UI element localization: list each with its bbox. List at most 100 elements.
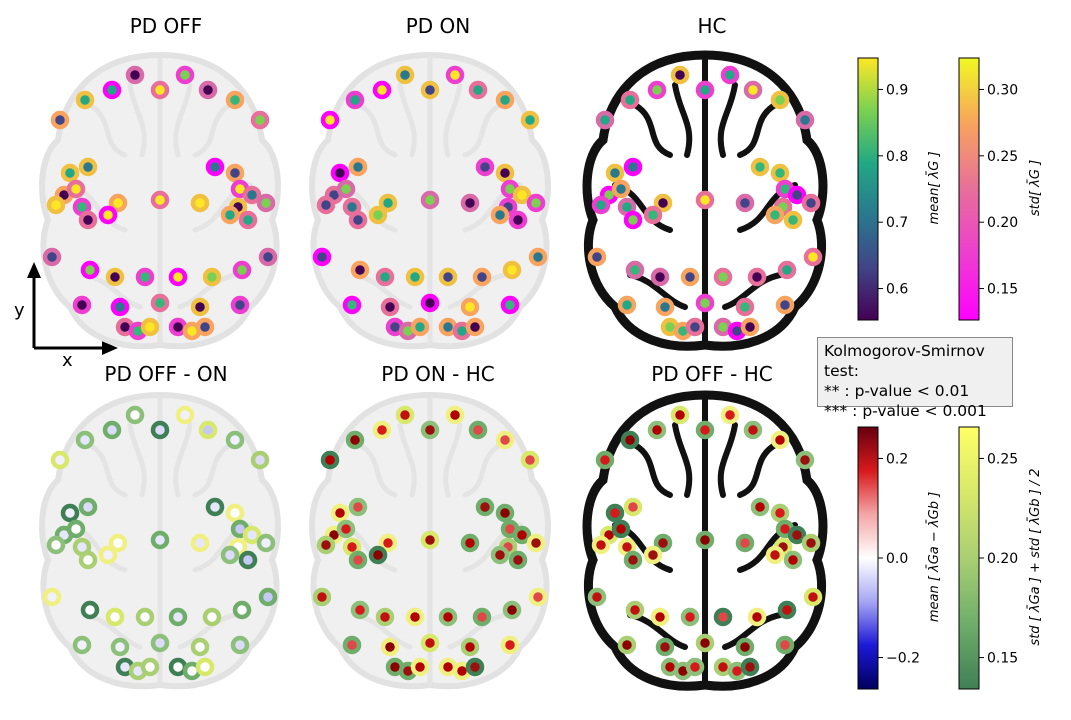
electrode-marker xyxy=(680,607,700,627)
electrode-marker xyxy=(520,450,540,470)
electrode-marker xyxy=(670,405,690,425)
electrode-marker xyxy=(520,110,540,130)
electrode-marker xyxy=(770,90,790,110)
electrode-marker xyxy=(420,80,440,100)
electrode-marker xyxy=(438,267,458,287)
topoplot-hc xyxy=(582,50,828,351)
electrode-marker xyxy=(695,293,715,313)
colorbar-std-top: 0.30 0.25 0.20 0.15 xyxy=(958,57,1018,321)
electrode-marker xyxy=(495,163,515,183)
electrode-marker xyxy=(740,657,760,677)
electrode-marker xyxy=(653,533,673,553)
electrode-marker xyxy=(110,637,130,657)
electrode-marker xyxy=(655,637,675,657)
colorbar-tick-label: 0.20 xyxy=(987,551,1018,567)
electrode-marker xyxy=(190,533,210,553)
electrode-marker xyxy=(375,267,395,287)
electrode-marker xyxy=(250,110,270,130)
electrode-marker xyxy=(713,607,733,627)
electrode-marker xyxy=(320,110,340,130)
electrode-marker xyxy=(795,450,815,470)
topoplot-pd-off-on xyxy=(39,391,281,690)
electrode-marker xyxy=(372,80,392,100)
electrode-marker xyxy=(312,247,332,267)
electrode-marker xyxy=(110,297,130,317)
electrode-marker xyxy=(230,295,250,315)
colorbar-label: mean [ λ̄Ga − λ̄Gb ] xyxy=(927,491,942,623)
electrode-marker xyxy=(647,420,667,440)
electrode-marker xyxy=(735,297,755,317)
electrode-marker xyxy=(256,193,276,213)
panel-title: PD OFF xyxy=(129,14,203,38)
electrode-marker xyxy=(175,405,195,425)
electrode-marker xyxy=(438,607,458,627)
electrode-marker xyxy=(316,195,336,215)
electrode-marker xyxy=(375,607,395,627)
electrode-marker xyxy=(330,163,350,183)
electrode-marker xyxy=(695,633,715,653)
electrode-marker xyxy=(775,295,795,315)
electrode-marker xyxy=(348,497,368,517)
electrode-marker xyxy=(250,450,270,470)
electrode-marker xyxy=(750,497,770,517)
electrode-marker xyxy=(587,587,607,607)
electrode-marker xyxy=(801,533,821,553)
electrode-marker xyxy=(803,247,823,267)
electrode-marker xyxy=(60,163,80,183)
electrode-marker xyxy=(595,450,615,470)
electrode-marker xyxy=(342,295,362,315)
electrode-marker xyxy=(795,110,815,130)
electrode-marker xyxy=(490,205,510,225)
electrode-marker xyxy=(50,110,70,130)
colorbar-tick-label: −0.2 xyxy=(886,651,920,667)
electrode-marker xyxy=(611,519,631,539)
electrode-marker xyxy=(102,420,122,440)
electrode-marker xyxy=(46,535,66,555)
colorbar-tick-label: 0.15 xyxy=(987,282,1018,298)
electrode-marker xyxy=(230,635,250,655)
electrode-marker xyxy=(320,450,340,470)
electrode-marker xyxy=(735,193,755,213)
electrode-marker xyxy=(150,293,170,313)
electrode-marker xyxy=(232,260,252,280)
electrode-marker xyxy=(372,420,392,440)
legend-line-2: *** : p-value < 0.001 xyxy=(824,402,987,420)
electrode-marker xyxy=(765,545,785,565)
electrode-marker xyxy=(495,90,515,110)
legend-line-1: ** : p-value < 0.01 xyxy=(824,382,970,400)
electrode-marker xyxy=(475,157,495,177)
electrode-marker xyxy=(105,607,125,627)
colorbar-tick-label: 0.30 xyxy=(987,82,1018,98)
electrode-marker xyxy=(75,430,95,450)
electrode-marker xyxy=(140,657,160,677)
electrode-marker xyxy=(330,503,350,523)
electrode-marker xyxy=(135,607,155,627)
electrode-marker xyxy=(685,317,705,337)
electrode-marker xyxy=(787,185,807,205)
electrode-marker xyxy=(743,420,763,440)
electrode-marker xyxy=(620,430,640,450)
electrode-marker xyxy=(205,157,225,177)
electrode-marker xyxy=(472,607,492,627)
electrode-marker xyxy=(410,317,430,337)
electrode-marker xyxy=(625,260,645,280)
colorbar-mean-bot: 0.2 0.0 −0.2 xyxy=(857,426,920,690)
electrode-marker xyxy=(643,545,663,565)
electrode-marker xyxy=(680,267,700,287)
electrode-marker xyxy=(108,193,128,213)
topoplot-pd-on-hc xyxy=(309,391,551,690)
electrode-marker xyxy=(80,260,100,280)
panel-title: PD OFF - HC xyxy=(651,362,773,386)
electrode-marker xyxy=(740,317,760,337)
electrode-marker xyxy=(380,637,400,657)
electrode-marker xyxy=(336,179,356,199)
electrode-marker xyxy=(775,635,795,655)
electrode-marker xyxy=(617,295,637,315)
electrode-marker xyxy=(460,533,480,553)
electrode-marker xyxy=(468,420,488,440)
electrode-marker xyxy=(720,65,740,85)
electrode-marker xyxy=(168,267,188,287)
electrode-marker xyxy=(801,193,821,213)
electrode-marker xyxy=(140,317,160,337)
electrode-marker xyxy=(500,295,520,315)
